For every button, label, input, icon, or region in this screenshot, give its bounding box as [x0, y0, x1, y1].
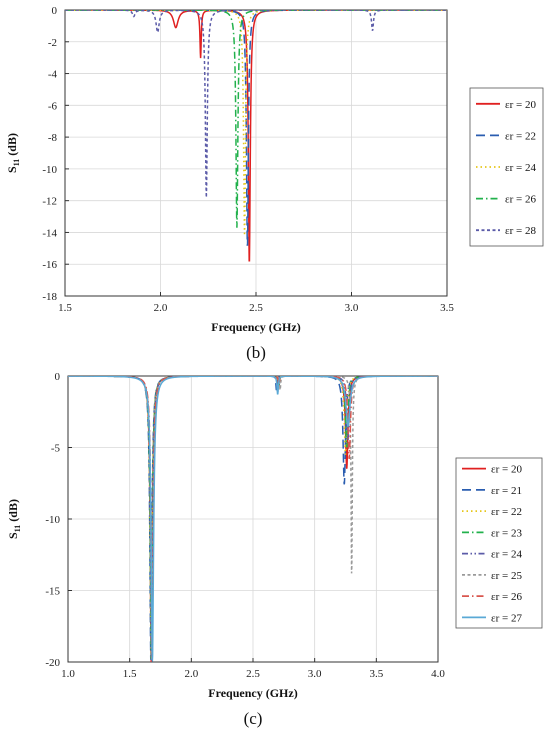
series-line-5: [65, 10, 447, 198]
y-axis-title: S11 (dB): [6, 499, 22, 539]
x-tick-label: 3.5: [369, 668, 383, 680]
legend-label-2: εr = 21: [491, 485, 522, 497]
chart-panel-b: 1.5 2.0 2.5 3.0 3.5 0 -2 -4 -6 -8 -10 -12 -14 -16 -18 F…: [5, 5, 544, 362]
y-tick-label: -6: [48, 100, 58, 112]
y-tick-label: -5: [51, 443, 61, 455]
legend-label-4: εr = 26: [505, 194, 536, 206]
x-tick-label: 3.5: [440, 302, 454, 314]
x-tick-label: 1.5: [123, 668, 137, 680]
y-axis-title: S11 (dB): [5, 133, 21, 173]
legend-label-4: εr = 23: [491, 527, 522, 539]
y-tick-label: -8: [48, 132, 58, 144]
y-tick-label: -20: [45, 657, 60, 669]
legend: εr = 20 εr = 21 εr = 22 εr = 23 εr = 24 εr = …: [455, 457, 543, 629]
x-tick-label: 3.0: [308, 668, 322, 680]
y-tick-label: -15: [45, 586, 60, 598]
legend-label-1: εr = 20: [505, 99, 536, 111]
y-tick-label: -18: [42, 291, 57, 303]
x-tick-label: 2.0: [154, 302, 168, 314]
y-tick-label: -12: [42, 196, 57, 208]
legend-label-8: εr = 27: [491, 612, 522, 624]
panel-label: (c): [244, 709, 263, 728]
series-line-8: [68, 376, 438, 662]
legend-label-7: εr = 26: [491, 591, 522, 603]
y-tick-label: -4: [48, 69, 58, 81]
x-tick-label: 1.5: [58, 302, 72, 314]
panel-label: (b): [246, 343, 266, 362]
legend-label-3: εr = 24: [505, 162, 536, 174]
y-tick-label: -10: [42, 164, 57, 176]
y-tick-label: -10: [45, 514, 60, 526]
chart-panel-c: 1.0 1.5 2.0 2.5 3.0 3.5 4.0 0 -5 -10 -15 -20 Frequen…: [6, 371, 543, 728]
legend: εr = 20 εr = 22 εr = 24 εr = 26 εr = 28: [469, 87, 544, 247]
y-tick-label: 0: [52, 5, 58, 17]
x-axis-title: Frequency (GHz): [211, 320, 300, 334]
legend-box: [455, 457, 543, 629]
legend-label-2: εr = 22: [505, 130, 536, 142]
y-tick-label: -16: [42, 259, 57, 271]
x-tick-label: 3.0: [345, 302, 359, 314]
y-tick-label: 0: [55, 371, 61, 383]
x-tick-label: 4.0: [431, 668, 445, 680]
x-axis-title: Frequency (GHz): [208, 686, 297, 700]
x-tick-label: 2.5: [246, 668, 260, 680]
legend-label-3: εr = 22: [491, 506, 522, 518]
legend-label-6: εr = 25: [491, 570, 522, 582]
y-tick-label: -14: [42, 227, 57, 239]
legend-label-5: εr = 24: [491, 549, 522, 561]
legend-box: [469, 87, 544, 247]
x-tick-label: 1.0: [61, 668, 75, 680]
x-tick-label: 2.5: [249, 302, 263, 314]
y-tick-label: -2: [48, 37, 57, 49]
legend-label-5: εr = 28: [505, 225, 536, 237]
x-tick-label: 2.0: [184, 668, 198, 680]
legend-label-1: εr = 20: [491, 464, 522, 476]
